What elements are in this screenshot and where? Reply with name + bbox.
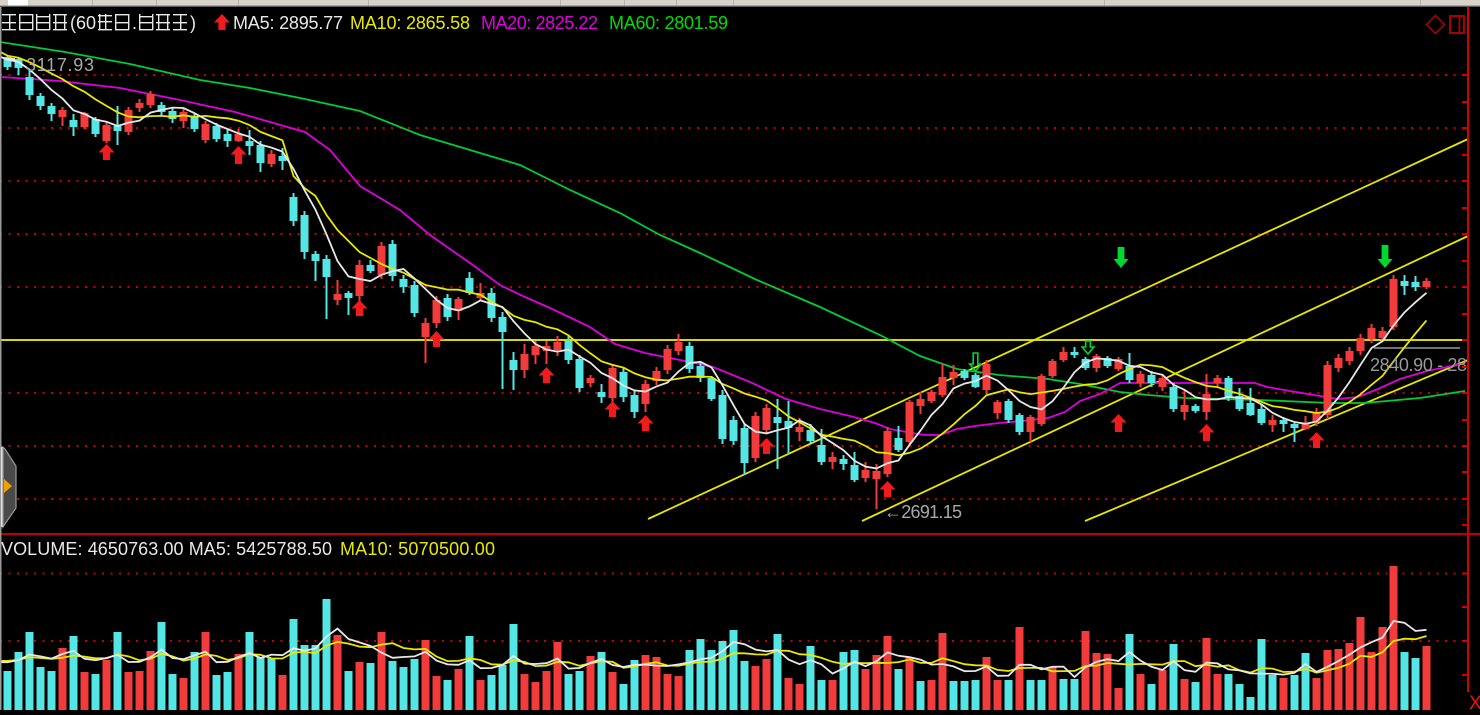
- svg-text:MA60: 2801.59: MA60: 2801.59: [609, 13, 728, 33]
- svg-text:3117.93: 3117.93: [26, 55, 94, 75]
- svg-text:X: X: [1469, 693, 1480, 710]
- svg-text:MA20: 2825.22: MA20: 2825.22: [481, 13, 598, 33]
- svg-text:.: .: [132, 13, 137, 33]
- svg-text:(60: (60: [70, 13, 96, 33]
- svg-text:2840.90 - 28: 2840.90 - 28: [1370, 355, 1467, 375]
- svg-text:MA10: 2865.58: MA10: 2865.58: [350, 13, 470, 33]
- svg-text:MA5: 2895.77: MA5: 2895.77: [233, 13, 343, 33]
- svg-text:VOLUME: 4650763.00 MA5: 542578: VOLUME: 4650763.00 MA5: 5425788.50: [1, 539, 332, 559]
- svg-text:MA10: 5070500.00: MA10: 5070500.00: [340, 539, 495, 559]
- svg-text:←2691.15: ←2691.15: [884, 502, 962, 522]
- svg-text:): ): [190, 13, 196, 33]
